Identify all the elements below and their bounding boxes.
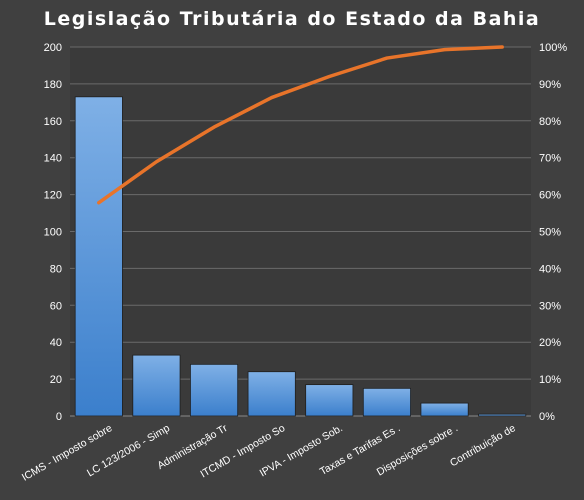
right-tick-label: 80%	[539, 116, 561, 128]
left-y-axis: 0 20 40 60 80 100 120 140 160 180 200	[44, 42, 62, 423]
right-tick-label: 0%	[539, 411, 555, 423]
left-tick-label: 140	[44, 153, 62, 165]
category-label: ICMS - Imposto sobre	[20, 422, 115, 484]
left-tick-label: 180	[44, 79, 62, 91]
left-tick-label: 20	[50, 374, 62, 386]
right-tick-label: 70%	[539, 153, 561, 165]
bar-series	[74, 96, 527, 417]
gridlines	[70, 46, 531, 417]
left-tick-label: 0	[56, 411, 62, 423]
left-tick-label: 80	[50, 263, 62, 275]
left-tick-label: 60	[50, 300, 62, 312]
left-tick-label: 160	[44, 116, 62, 128]
left-tick-label: 100	[44, 227, 62, 239]
left-tick-label: 120	[44, 190, 62, 202]
bar	[478, 413, 527, 417]
right-tick-label: 90%	[539, 79, 561, 91]
right-tick-label: 60%	[539, 190, 561, 202]
left-tick-label: 40	[50, 337, 62, 349]
bar	[305, 384, 354, 417]
right-tick-label: 50%	[539, 227, 561, 239]
category-label: Contribuição de	[448, 422, 518, 469]
right-tick-label: 30%	[539, 300, 561, 312]
bar	[190, 363, 239, 417]
cumulative-line-series	[97, 45, 504, 205]
right-y-axis: 0% 10% 20% 30% 40% 50% 60% 70% 80% 90% 100%	[539, 42, 567, 423]
right-tick-label: 100%	[539, 42, 567, 54]
right-tick-label: 10%	[539, 374, 561, 386]
right-tick-label: 40%	[539, 263, 561, 275]
bar	[362, 387, 411, 417]
right-tick-label: 20%	[539, 337, 561, 349]
bar	[74, 96, 123, 417]
cumulative-line	[97, 45, 504, 205]
bar	[420, 402, 469, 417]
bar	[247, 371, 296, 417]
chart-title: Legislação Tributária do Estado da Bahia	[43, 8, 541, 30]
bar	[132, 354, 181, 417]
left-tick-label: 200	[44, 42, 62, 54]
